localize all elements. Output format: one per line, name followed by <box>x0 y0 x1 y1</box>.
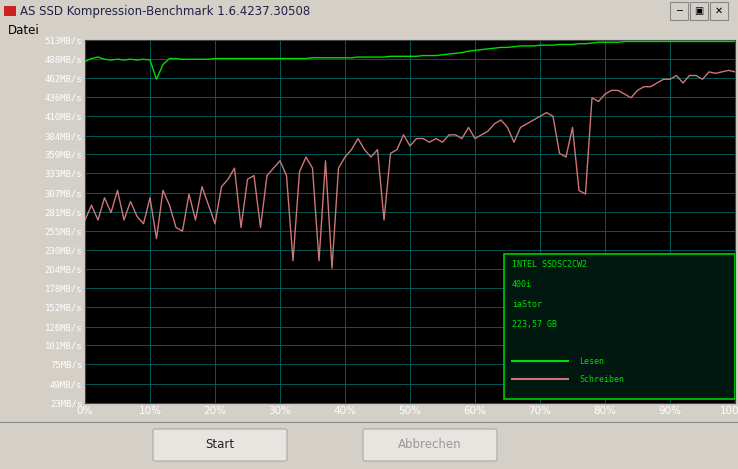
Text: 400i: 400i <box>512 280 532 288</box>
Text: ─: ─ <box>676 6 682 16</box>
Text: ▣: ▣ <box>694 6 703 16</box>
Text: iaStor: iaStor <box>512 300 542 309</box>
FancyBboxPatch shape <box>153 429 287 461</box>
Text: Datei: Datei <box>8 24 40 38</box>
Bar <box>690 2 708 20</box>
Text: Schreiben: Schreiben <box>579 375 624 384</box>
Bar <box>670 2 688 20</box>
Text: Lesen: Lesen <box>579 357 604 366</box>
Bar <box>504 254 735 400</box>
Bar <box>710 2 728 20</box>
FancyBboxPatch shape <box>363 429 497 461</box>
Text: Start: Start <box>205 438 235 451</box>
Text: ✕: ✕ <box>715 6 723 16</box>
Text: 223,57 GB: 223,57 GB <box>512 319 557 328</box>
Text: AS SSD Kompression-Benchmark 1.6.4237.30508: AS SSD Kompression-Benchmark 1.6.4237.30… <box>20 5 310 17</box>
Text: INTEL SSDSC2CW2: INTEL SSDSC2CW2 <box>512 260 587 269</box>
Text: Abbrechen: Abbrechen <box>399 438 462 451</box>
Bar <box>4 6 16 16</box>
